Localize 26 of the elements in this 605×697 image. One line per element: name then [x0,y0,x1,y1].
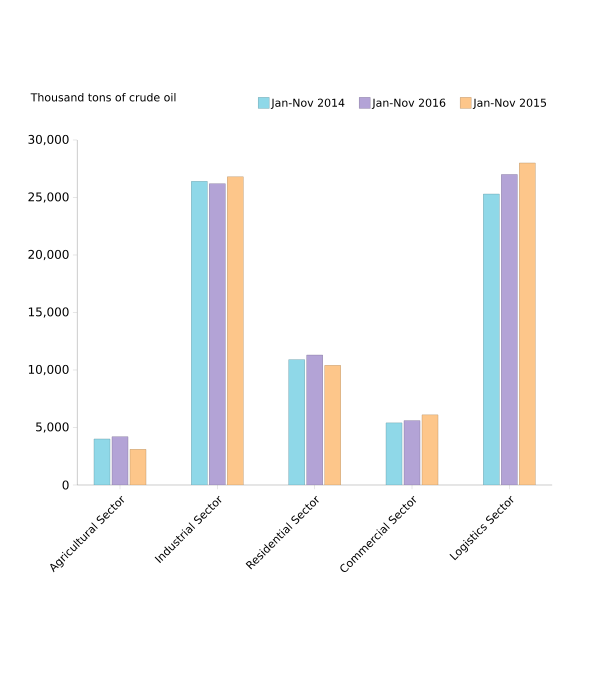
bar [112,436,128,485]
bar [209,183,226,485]
bar [306,354,323,485]
y-tick-label: 30,000 [28,134,69,146]
bar [386,422,402,485]
legend-label: Jan-Nov 2016 [372,98,446,109]
y-tick-label: 5,000 [36,422,69,433]
bar [501,174,518,485]
bar [519,162,536,485]
y-tick-label: 0 [62,480,69,490]
bar [227,176,244,485]
bar [288,359,305,485]
legend-label: Jan-Nov 2014 [270,98,344,109]
y-tick-label: 15,000 [28,307,69,318]
bar [422,414,438,485]
bar [324,365,341,485]
bar [483,194,500,485]
legend-label: Jan-Nov 2015 [472,98,546,109]
y-axis-title: Thousand tons of crude oil [30,92,176,102]
bar [94,438,110,485]
bar [404,420,420,485]
y-tick-label: 10,000 [28,364,69,376]
bar [191,181,208,485]
y-tick-label: 20,000 [28,250,69,260]
bar [130,449,146,485]
y-tick-label: 25,000 [28,192,69,203]
